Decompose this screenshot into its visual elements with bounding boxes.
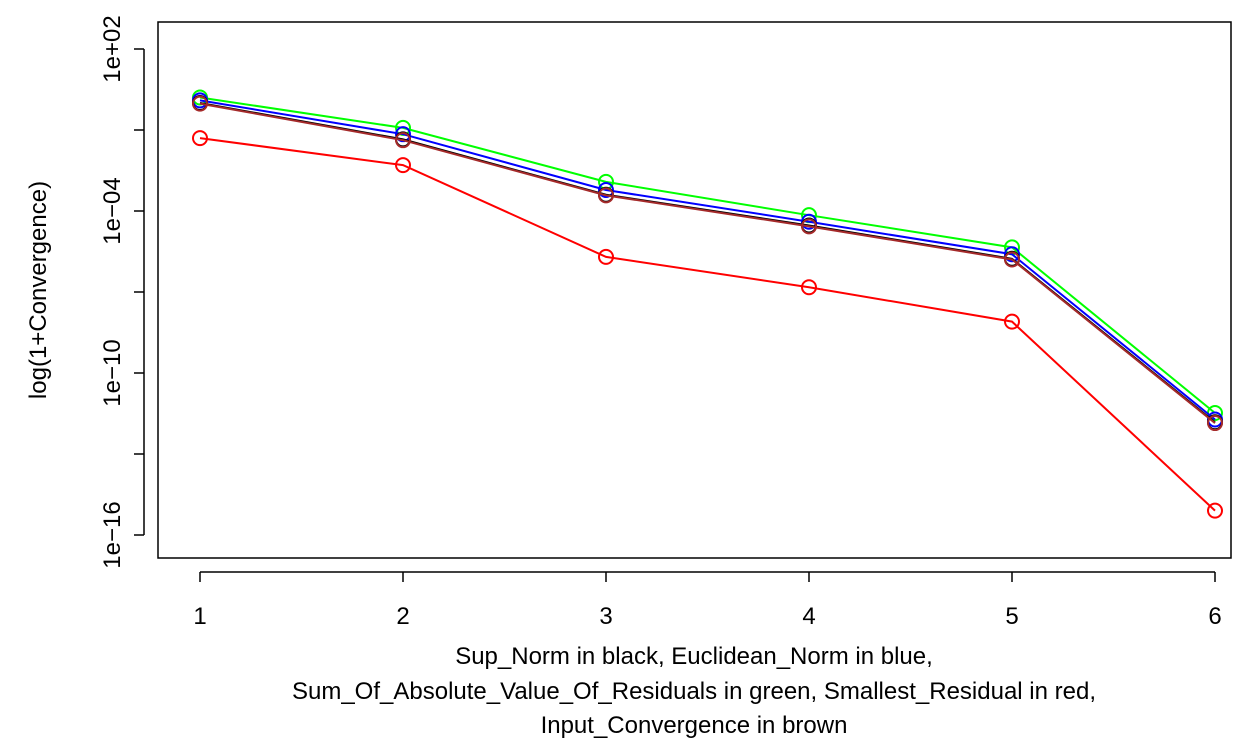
- series-line: [199, 102, 1216, 424]
- data-point: [395, 132, 411, 149]
- data-point: [598, 248, 614, 265]
- series-line: [199, 96, 1216, 414]
- x-caption-line-1: Sup_Norm in black, Euclidean_Norm in blu…: [455, 643, 933, 670]
- data-point: [1207, 502, 1223, 519]
- x-caption-line-2: Sum_Of_Absolute_Value_Of_Residuals in gr…: [292, 678, 1096, 705]
- data-point: [598, 187, 614, 204]
- data-point: [395, 157, 411, 174]
- data-point: [1004, 246, 1020, 263]
- data-point: [801, 279, 817, 296]
- series-line: [199, 99, 1216, 421]
- series-2: [192, 95, 1223, 431]
- x-tick-label: 1: [193, 603, 206, 630]
- series-4: [192, 130, 1223, 519]
- x-tick-label: 2: [396, 603, 409, 630]
- data-point: [1207, 415, 1223, 432]
- x-tick-label: 4: [802, 603, 815, 630]
- y-tick-label: 1e−04: [99, 177, 126, 244]
- series-1: [192, 92, 1223, 428]
- series-3: [192, 95, 1223, 432]
- series-line: [199, 102, 1216, 424]
- y-tick-label: 1e+02: [99, 15, 126, 82]
- axes: 1e−16 1e−10 1e−04 1e+02 1 2 3 4 5 6: [99, 15, 1222, 630]
- y-tick-label: 1e−16: [99, 501, 126, 568]
- x-caption-line-3: Input_Convergence in brown: [541, 712, 848, 739]
- x-tick-label: 6: [1208, 603, 1221, 630]
- data-point: [1004, 251, 1020, 268]
- x-tick-label: 3: [599, 603, 612, 630]
- series-line: [199, 137, 1216, 512]
- data-point: [192, 130, 208, 147]
- data-point: [801, 218, 817, 235]
- y-tick-label: 1e−10: [99, 339, 126, 406]
- y-axis-title: log(1+Convergence): [25, 181, 52, 399]
- labels: log(1+Convergence) Sup_Norm in black, Eu…: [25, 181, 1096, 739]
- x-tick-label: 5: [1005, 603, 1018, 630]
- data-point: [598, 181, 614, 198]
- data-point: [1004, 313, 1020, 330]
- series-0: [192, 89, 1223, 422]
- plot-frame: [157, 21, 1232, 559]
- series-layer: [192, 89, 1223, 519]
- data-point: [192, 95, 208, 112]
